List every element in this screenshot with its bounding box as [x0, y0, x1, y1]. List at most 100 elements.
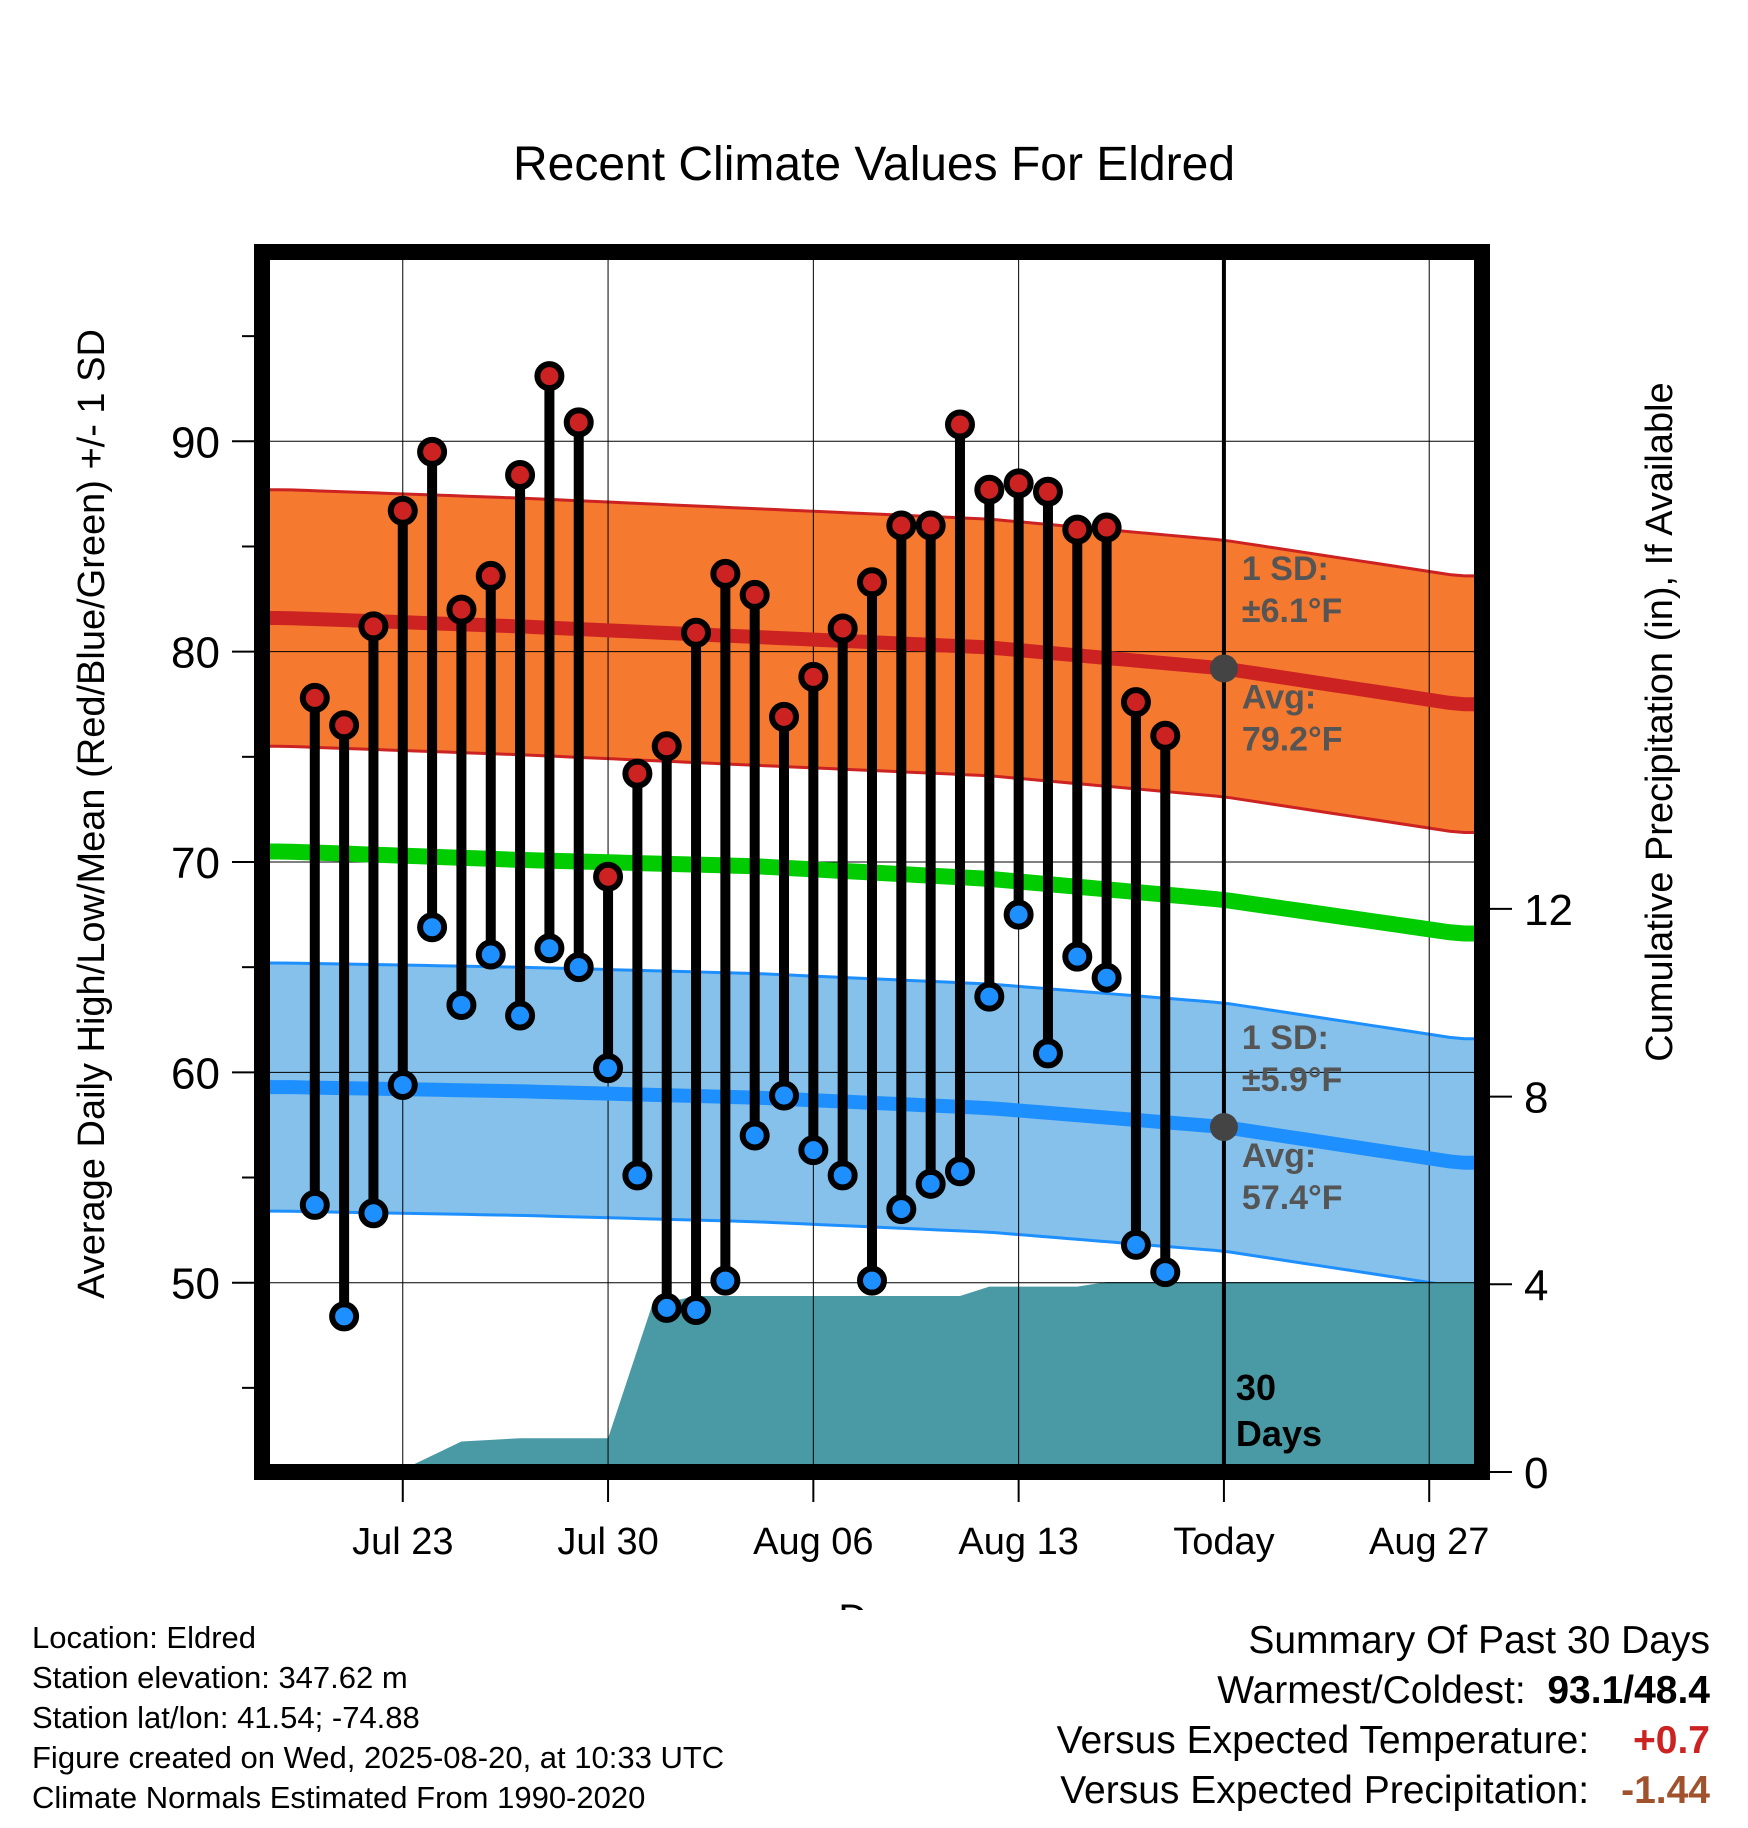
daily-low-point — [299, 1189, 330, 1220]
daily-high-point — [1150, 720, 1181, 751]
daily-high-point — [1120, 687, 1151, 718]
daily-high-point — [710, 558, 741, 589]
daily-high-point — [974, 474, 1005, 505]
y-right-tick-label: 8 — [1524, 1074, 1548, 1123]
daily-high-point — [475, 560, 506, 591]
daily-low-point — [534, 933, 565, 964]
plot-inner: 1 SD: ±6.1°F Avg: 79.2°F 1 SD: ±5.9°F Avg: 57.4… — [270, 260, 1474, 1464]
daily-high-point — [563, 407, 594, 438]
latlon-text: Station lat/lon: 41.54; -74.88 — [32, 1700, 420, 1735]
daily-low-point — [1032, 1038, 1063, 1069]
daily-low-point — [651, 1292, 682, 1323]
plot-area: 1 SD: ±6.1°F Avg: 79.2°F 1 SD: ±5.9°F Avg: 57.4… — [71, 244, 1681, 1563]
precip-departure-value: -1.44 — [1621, 1769, 1710, 1812]
daily-low-point — [798, 1135, 829, 1166]
station-info: Location: Eldred Station elevation: 347.… — [32, 1618, 724, 1818]
daily-high-point — [681, 617, 712, 648]
x-tick-label: Aug 13 — [958, 1521, 1078, 1563]
window-label-number: 30 — [1236, 1367, 1276, 1408]
y-left-tick-label: 60 — [171, 1049, 220, 1098]
precip-departure-label: Versus Expected Precipitation: — [1060, 1769, 1590, 1812]
daily-high-point — [827, 613, 858, 644]
temp-departure-value: +0.7 — [1633, 1719, 1710, 1762]
daily-low-point — [857, 1265, 887, 1296]
daily-high-point — [1032, 476, 1063, 507]
daily-high-point — [505, 459, 536, 490]
high-sd-label: 1 SD: — [1242, 550, 1329, 588]
daily-high-point — [387, 495, 418, 526]
x-tick-label: Jul 30 — [557, 1521, 658, 1563]
window-label-days: Days — [1236, 1413, 1322, 1454]
warm-cold-label: Warmest/Coldest: — [1217, 1669, 1526, 1712]
low-avg-value: 57.4°F — [1242, 1179, 1343, 1217]
x-tick-label: Aug 27 — [1369, 1521, 1489, 1563]
warm-cold-row: Warmest/Coldest: 93.1/48.4 — [1217, 1669, 1710, 1712]
daily-low-point — [1091, 962, 1122, 993]
y-right-tick-label: 0 — [1524, 1449, 1548, 1498]
daily-high-point — [446, 594, 477, 625]
y-left-tick-label: 80 — [171, 629, 220, 678]
temp-departure-label: Versus Expected Temperature: — [1056, 1719, 1590, 1762]
y-right-tick-label: 4 — [1524, 1261, 1548, 1310]
daily-low-point — [1003, 899, 1034, 930]
x-axis-label: Day — [838, 1597, 909, 1610]
summary-panel: Summary Of Past 30 Days Warmest/Coldest:… — [1057, 1616, 1710, 1816]
daily-high-point — [857, 567, 887, 598]
warmest-value: 93.1 — [1547, 1669, 1624, 1712]
low-sd-value: ±5.9°F — [1242, 1061, 1342, 1099]
daily-low-point — [622, 1160, 653, 1191]
y-left-axis-label: Average Daily High/Low/Mean (Red/Blue/Gr… — [71, 329, 113, 1299]
y-right-tick-label: 12 — [1524, 886, 1573, 935]
climate-chart: Recent Climate Values For Eldred 1 SD: ±6… — [71, 138, 1681, 1610]
daily-high-point — [299, 682, 330, 713]
daily-low-point — [446, 990, 477, 1021]
daily-high-point — [769, 701, 800, 732]
elevation-text: Station elevation: 347.62 m — [32, 1660, 408, 1695]
daily-low-point — [915, 1168, 946, 1199]
y-right-axis-label: Cumulative Precipitation (in), If Availa… — [1639, 382, 1681, 1061]
x-tick-label: Jul 23 — [352, 1521, 453, 1563]
daily-high-point — [593, 861, 624, 892]
daily-high-point — [915, 510, 946, 541]
daily-low-point — [739, 1120, 770, 1151]
y-left-tick-label: 70 — [171, 839, 220, 888]
y-left-tick-label: 90 — [171, 418, 220, 467]
daily-low-point — [769, 1080, 800, 1111]
high-sd-value: ±6.1°F — [1242, 592, 1342, 630]
created-text: Figure created on Wed, 2025-08-20, at 10… — [32, 1740, 725, 1775]
daily-high-point — [739, 579, 770, 610]
chart-title: Recent Climate Values For Eldred — [513, 138, 1235, 191]
y-left-tick-label: 50 — [171, 1260, 220, 1309]
daily-low-point — [1062, 941, 1093, 972]
daily-high-point — [944, 409, 975, 440]
daily-high-point — [1003, 468, 1034, 499]
today-high-avg-marker — [1209, 654, 1238, 683]
daily-low-point — [505, 1000, 536, 1031]
x-tick-label: Today — [1173, 1521, 1274, 1563]
daily-high-point — [358, 611, 389, 642]
daily-low-point — [329, 1301, 360, 1332]
daily-high-point — [1091, 512, 1122, 543]
daily-high-point — [534, 361, 565, 392]
x-tick-label: Aug 06 — [753, 1521, 873, 1563]
daily-high-point — [651, 731, 682, 762]
plot-frame — [254, 244, 1490, 1480]
daily-low-point — [593, 1053, 624, 1084]
daily-low-point — [563, 952, 594, 983]
today-low-avg-marker — [1209, 1113, 1238, 1142]
daily-low-point — [886, 1194, 917, 1225]
daily-low-point — [944, 1156, 975, 1187]
daily-low-point — [710, 1265, 741, 1296]
summary-heading: Summary Of Past 30 Days — [1248, 1619, 1710, 1662]
daily-low-point — [827, 1160, 858, 1191]
coldest-value: 48.4 — [1634, 1669, 1710, 1712]
daily-high-point — [329, 710, 360, 741]
daily-low-point — [358, 1198, 389, 1229]
daily-low-point — [387, 1069, 418, 1100]
low-avg-label: Avg: — [1242, 1137, 1316, 1175]
daily-low-point — [1150, 1257, 1181, 1288]
daily-low-point — [681, 1295, 712, 1326]
precip-departure-row: Versus Expected Precipitation: -1.44 — [1057, 1766, 1710, 1816]
temp-departure-row: Versus Expected Temperature: +0.7 — [1057, 1716, 1710, 1766]
daily-low-point — [1120, 1229, 1151, 1260]
